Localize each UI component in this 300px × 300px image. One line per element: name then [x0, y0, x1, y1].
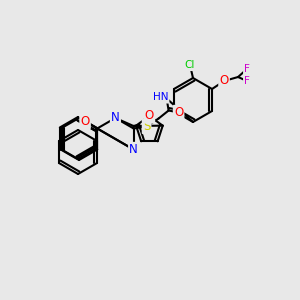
- Text: F: F: [244, 76, 250, 86]
- Text: S: S: [143, 120, 150, 133]
- Text: N: N: [111, 112, 120, 124]
- Text: HN: HN: [153, 92, 168, 103]
- Text: O: O: [80, 115, 90, 128]
- Text: O: O: [145, 110, 154, 122]
- Text: N: N: [129, 143, 138, 156]
- Text: O: O: [219, 74, 229, 88]
- Text: Cl: Cl: [185, 60, 195, 70]
- Text: F: F: [244, 64, 250, 74]
- Text: O: O: [174, 106, 183, 119]
